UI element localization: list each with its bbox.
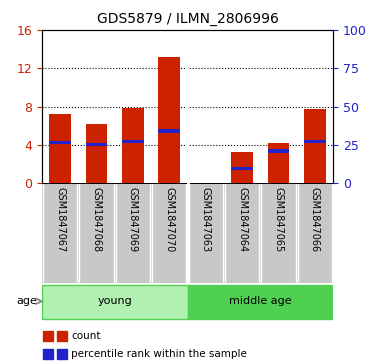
Bar bbox=[42, 285, 188, 319]
Bar bbox=[304, 109, 326, 183]
Text: GSM1847066: GSM1847066 bbox=[310, 187, 320, 252]
Bar bbox=[225, 183, 259, 283]
Bar bbox=[152, 183, 187, 283]
Bar bbox=[231, 167, 253, 170]
Bar bbox=[122, 140, 144, 143]
Text: GSM1847069: GSM1847069 bbox=[128, 187, 138, 252]
Bar bbox=[86, 143, 107, 146]
Bar bbox=[43, 183, 77, 283]
Bar bbox=[49, 114, 71, 183]
Bar bbox=[49, 141, 71, 144]
Text: GSM1847063: GSM1847063 bbox=[201, 187, 211, 252]
Text: GSM1847065: GSM1847065 bbox=[273, 187, 284, 252]
Bar bbox=[158, 57, 180, 183]
Text: count: count bbox=[71, 331, 101, 341]
Bar bbox=[304, 140, 326, 143]
Text: young: young bbox=[97, 296, 132, 306]
Text: GSM1847064: GSM1847064 bbox=[237, 187, 247, 252]
Bar bbox=[116, 183, 150, 283]
Bar bbox=[261, 183, 296, 283]
Bar bbox=[188, 285, 333, 319]
Text: GSM1847070: GSM1847070 bbox=[164, 187, 174, 252]
Text: GSM1847067: GSM1847067 bbox=[55, 187, 65, 252]
Bar bbox=[158, 129, 180, 132]
Text: middle age: middle age bbox=[229, 296, 292, 306]
Bar bbox=[122, 109, 144, 183]
Bar bbox=[189, 183, 223, 283]
Text: age: age bbox=[17, 296, 38, 306]
Bar bbox=[80, 183, 114, 283]
Bar bbox=[268, 149, 289, 152]
Bar bbox=[231, 152, 253, 183]
Text: GSM1847068: GSM1847068 bbox=[92, 187, 101, 252]
Bar bbox=[86, 124, 107, 183]
Title: GDS5879 / ILMN_2806996: GDS5879 / ILMN_2806996 bbox=[97, 12, 278, 26]
Text: percentile rank within the sample: percentile rank within the sample bbox=[71, 349, 247, 359]
Bar bbox=[298, 183, 332, 283]
Bar bbox=[268, 143, 289, 183]
